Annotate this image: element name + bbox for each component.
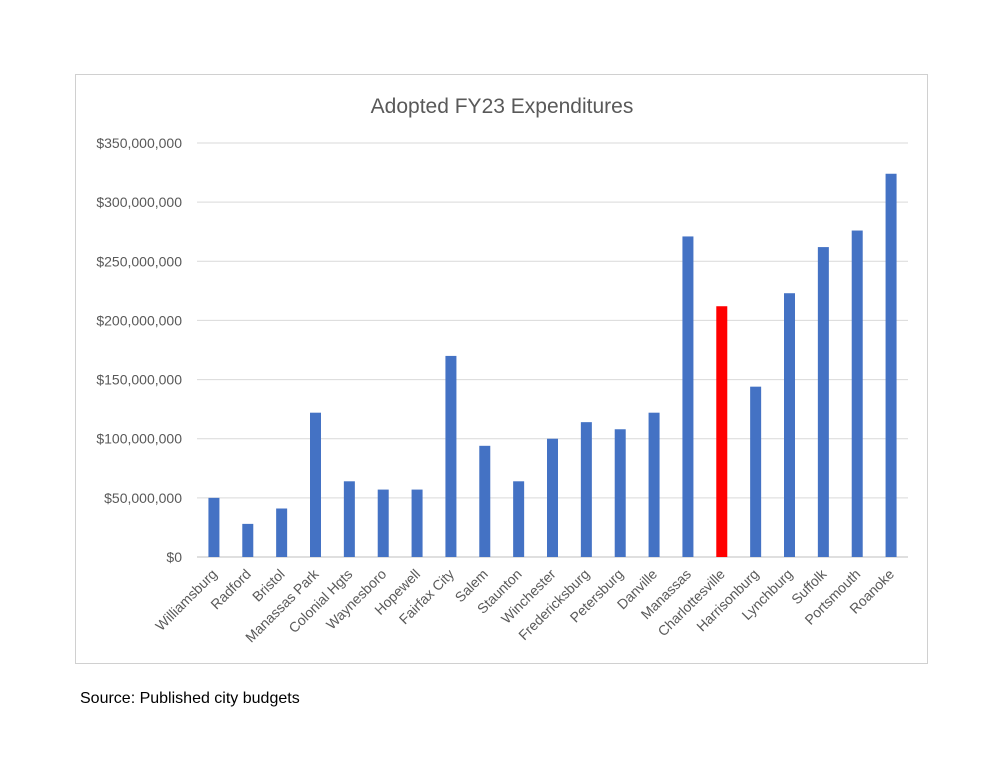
bar-suffolk: [817, 247, 829, 557]
bar-petersburg: [614, 429, 626, 557]
bar-waynesboro: [377, 489, 389, 557]
bar-manassas: [682, 236, 694, 557]
y-tick-label: $150,000,000: [96, 372, 182, 388]
bar-chart: Adopted FY23 Expenditures $0$50,000,000$…: [96, 95, 908, 645]
source-note: Source: Published city budgets: [80, 690, 300, 707]
bar-staunton: [513, 481, 525, 557]
y-tick-label: $100,000,000: [96, 431, 182, 447]
bar-roanoke: [885, 173, 897, 558]
bar-portsmouth: [851, 230, 863, 557]
y-tick-label: $300,000,000: [96, 194, 182, 210]
bar-harrisonburg: [750, 386, 762, 557]
bar-bristol: [276, 508, 288, 557]
chart-frame: Adopted FY23 Expenditures $0 $50,000,000 $…: [75, 74, 928, 664]
bar-winchester: [547, 438, 558, 557]
y-tick-label: $250,000,000: [96, 253, 182, 269]
bar-colonial-hgts: [343, 481, 355, 557]
bar-williamsburg: [208, 497, 220, 557]
bar-manassas-park: [310, 412, 321, 557]
bar-radford: [242, 523, 254, 557]
y-tick-label: $50,000,000: [104, 490, 182, 506]
bar-hopewell: [411, 489, 423, 557]
bars: [208, 173, 897, 558]
chart-title: Adopted FY23 Expenditures: [371, 95, 634, 118]
bar-fairfax-city: [445, 355, 457, 557]
bar-charlottesville: [716, 306, 728, 557]
y-tick-label: $350,000,000: [96, 135, 182, 151]
y-axis-tick-labels: $0 $50,000,000 $100,000,000 $150,000,000 $20…: [96, 135, 182, 565]
bar-lynchburg: [784, 293, 795, 557]
y-tick-label: $200,000,000: [96, 312, 182, 328]
y-tick-label: $0: [166, 549, 182, 565]
bar-danville: [648, 412, 660, 557]
bar-fredericksburg: [580, 422, 592, 557]
bar-salem: [479, 445, 491, 557]
